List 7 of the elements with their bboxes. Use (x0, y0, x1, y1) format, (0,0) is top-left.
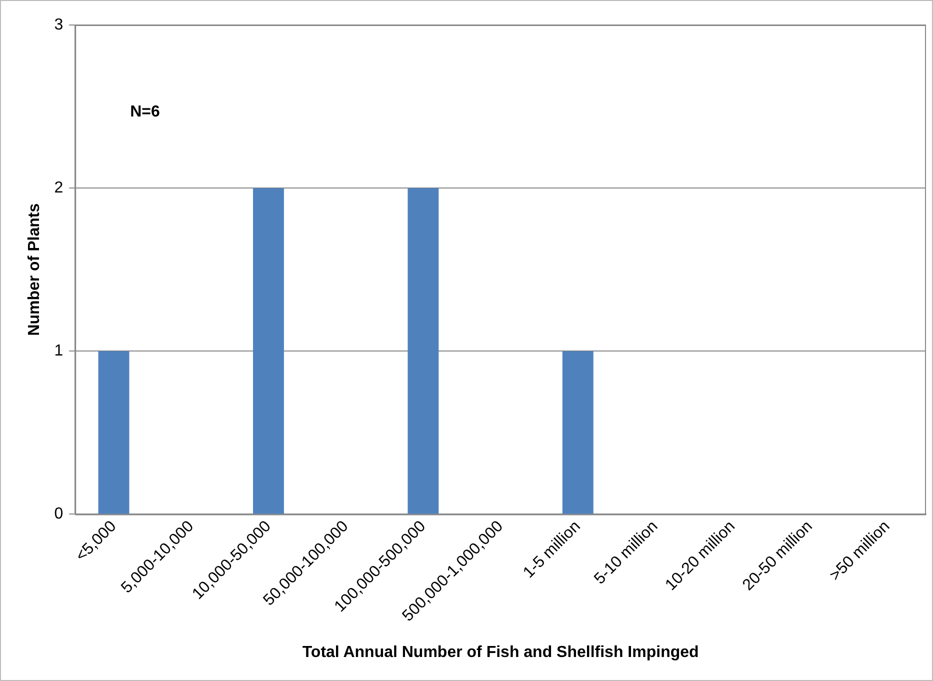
x-axis-title: Total Annual Number of Fish and Shellfish Impinged (302, 644, 699, 661)
y-tick-label: 1 (54, 342, 64, 360)
annotation: N=6 (130, 103, 160, 120)
y-tick-label: 2 (54, 179, 64, 196)
y-tick-label: 0 (54, 506, 64, 523)
y-tick-label: 3 (54, 16, 64, 34)
y-axis-title: Number of Plants (26, 203, 44, 336)
